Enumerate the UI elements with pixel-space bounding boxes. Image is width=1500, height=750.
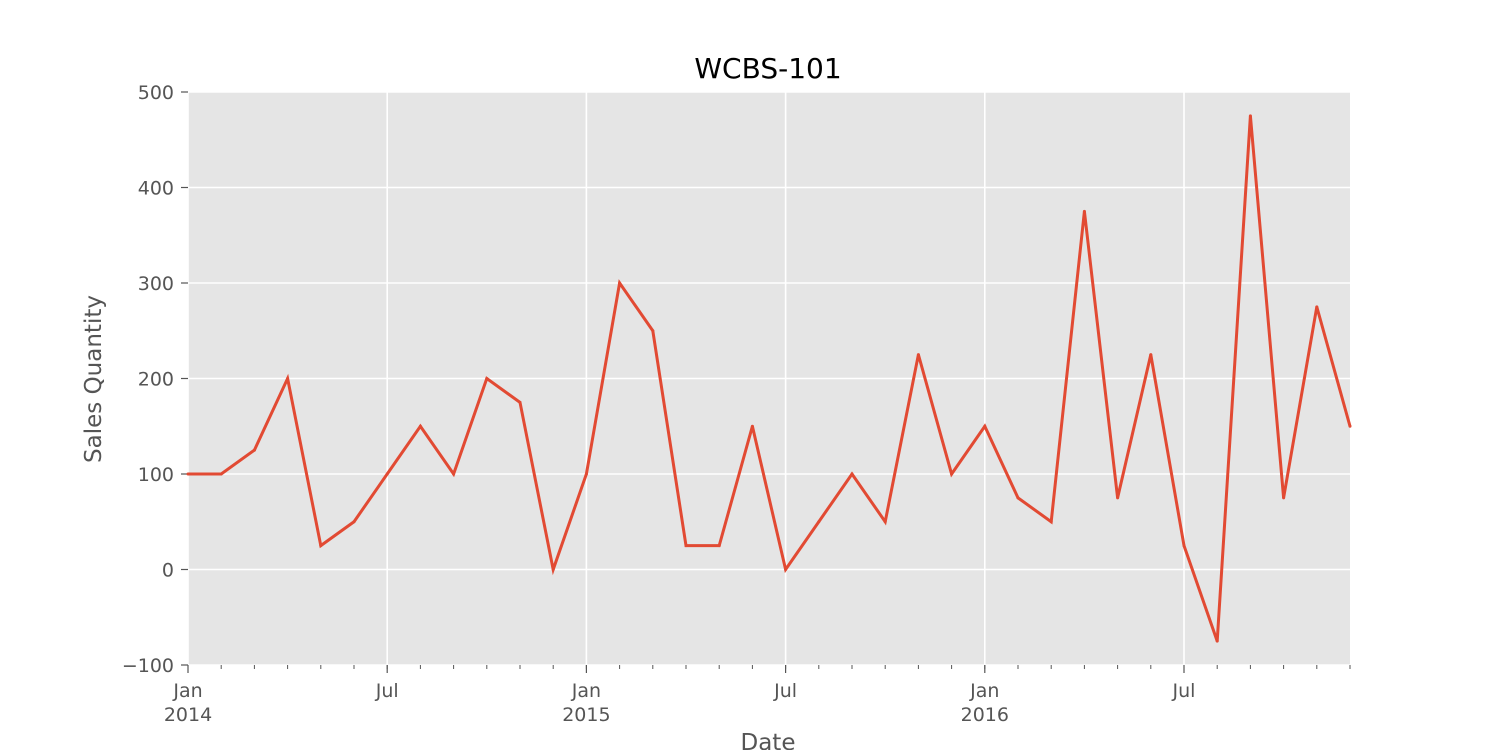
y-tick-label: 300 [138,273,174,295]
data-point [850,472,854,476]
x-tick-label: Jul [375,680,399,702]
data-point [485,377,489,380]
series-group [186,114,1352,643]
data-point [551,568,555,571]
data-point [518,400,522,404]
data-point [319,544,323,548]
data-point [252,448,256,452]
data-point [584,472,588,476]
data-point [1116,496,1120,500]
data-point [750,424,754,428]
data-point [618,281,622,285]
data-point [418,424,422,428]
data-point [684,544,688,548]
x-tick-label: Jan [571,680,601,702]
data-point [1049,520,1053,524]
data-point [651,329,655,333]
x-tick-label: Jan [969,680,999,702]
x-tick-label: Jul [773,680,797,702]
x-tick-year-label: 2014 [164,704,212,726]
data-point [1248,114,1252,118]
data-point [1082,209,1086,213]
data-point [1282,496,1286,500]
data-point [817,520,821,524]
data-point [1016,496,1020,500]
x-tick-year-label: 2016 [961,704,1009,726]
data-point [784,568,788,571]
x-tick-label: Jan [172,680,202,702]
data-point [1182,544,1186,548]
data-point [1348,424,1352,428]
x-tick-year-label: 2015 [562,704,610,726]
y-tick-label: 500 [138,82,174,104]
data-point [385,472,389,476]
data-point [452,472,456,476]
y-tick-label: 200 [138,369,174,391]
data-point [186,472,190,476]
y-axis-label: Sales Quantity [81,295,107,463]
x-axis-label: Date [741,730,796,750]
data-point [983,424,987,428]
data-point [950,472,954,476]
series-line [188,115,1352,642]
data-point [1315,305,1319,309]
y-tick-label: 100 [138,464,174,486]
y-tick-label: −100 [122,655,174,677]
data-point [352,520,356,524]
data-point [883,520,887,524]
chart-title: WCBS-101 [694,52,841,85]
y-tick-label: 0 [162,560,174,582]
data-point [286,377,290,380]
x-tick-label: Jul [1172,680,1196,702]
data-point [1149,353,1153,357]
data-point [1215,639,1219,643]
y-tick-label: 400 [138,178,174,200]
data-point [916,353,920,357]
data-point [717,544,721,548]
data-point [219,472,223,476]
